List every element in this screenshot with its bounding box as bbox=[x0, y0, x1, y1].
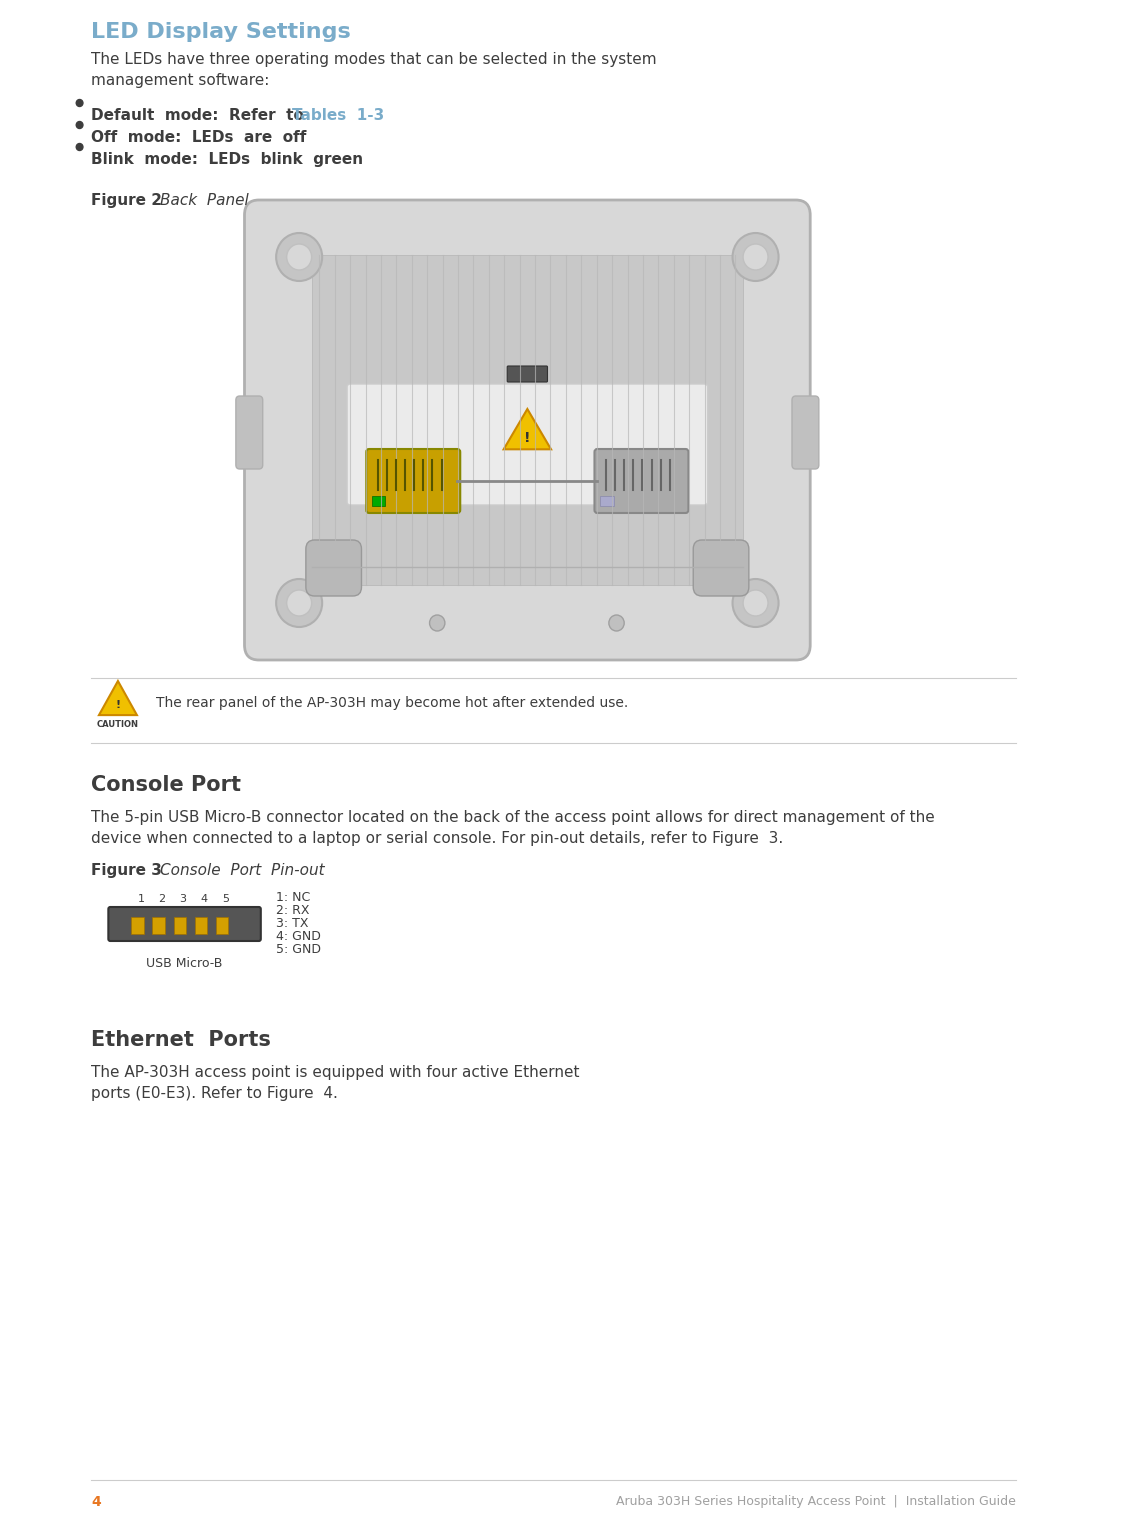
Circle shape bbox=[287, 244, 311, 270]
Text: LED Display Settings: LED Display Settings bbox=[91, 21, 351, 43]
Text: CAUTION: CAUTION bbox=[97, 720, 139, 729]
Text: Figure 3: Figure 3 bbox=[91, 864, 162, 877]
Text: Tables  1-3: Tables 1-3 bbox=[292, 108, 384, 123]
Bar bbox=[216, 917, 228, 934]
FancyBboxPatch shape bbox=[108, 906, 261, 941]
Text: The LEDs have three operating modes that can be selected in the system
managemen: The LEDs have three operating modes that… bbox=[91, 52, 656, 88]
Circle shape bbox=[733, 578, 779, 627]
Bar bbox=[600, 496, 614, 505]
Text: !: ! bbox=[524, 431, 531, 445]
Text: 5: 5 bbox=[221, 894, 229, 905]
Bar bbox=[153, 917, 165, 934]
Text: Aruba 303H Series Hospitality Access Point  |  Installation Guide: Aruba 303H Series Hospitality Access Poi… bbox=[616, 1495, 1016, 1507]
Polygon shape bbox=[99, 682, 137, 715]
FancyBboxPatch shape bbox=[245, 200, 810, 660]
Text: USB Micro-B: USB Micro-B bbox=[146, 956, 223, 970]
Text: Figure 2: Figure 2 bbox=[91, 193, 162, 208]
FancyBboxPatch shape bbox=[595, 449, 688, 513]
FancyBboxPatch shape bbox=[306, 540, 362, 597]
Text: Console Port: Console Port bbox=[91, 776, 241, 795]
Text: Back  Panel: Back Panel bbox=[160, 193, 248, 208]
Bar bbox=[194, 917, 207, 934]
Text: 3: TX: 3: TX bbox=[277, 917, 309, 931]
Text: 4: 4 bbox=[201, 894, 208, 905]
Bar bbox=[173, 917, 185, 934]
Circle shape bbox=[277, 578, 323, 627]
Text: 2: 2 bbox=[158, 894, 165, 905]
Text: 1: 1 bbox=[137, 894, 145, 905]
Bar bbox=[132, 917, 144, 934]
Text: The 5-pin USB Micro-B connector located on the back of the access point allows f: The 5-pin USB Micro-B connector located … bbox=[91, 811, 935, 846]
Text: 2: RX: 2: RX bbox=[277, 905, 309, 917]
Circle shape bbox=[429, 615, 445, 631]
Text: Default  mode:  Refer  to: Default mode: Refer to bbox=[91, 108, 315, 123]
Circle shape bbox=[277, 232, 323, 281]
Text: Off  mode:  LEDs  are  off: Off mode: LEDs are off bbox=[91, 131, 307, 146]
Circle shape bbox=[743, 591, 768, 616]
Text: 3: 3 bbox=[180, 894, 187, 905]
FancyBboxPatch shape bbox=[236, 396, 263, 469]
Text: Console  Port  Pin-out: Console Port Pin-out bbox=[160, 864, 325, 877]
Bar bbox=[311, 255, 743, 584]
Text: Ethernet  Ports: Ethernet Ports bbox=[91, 1031, 271, 1050]
FancyBboxPatch shape bbox=[507, 366, 547, 383]
Bar bbox=[372, 496, 386, 505]
Text: 4: GND: 4: GND bbox=[277, 931, 321, 943]
Polygon shape bbox=[504, 408, 551, 449]
FancyBboxPatch shape bbox=[792, 396, 819, 469]
Circle shape bbox=[609, 615, 624, 631]
Circle shape bbox=[733, 232, 779, 281]
Text: !: ! bbox=[116, 700, 120, 710]
Text: Blink  mode:  LEDs  blink  green: Blink mode: LEDs blink green bbox=[91, 152, 363, 167]
Circle shape bbox=[76, 100, 83, 106]
Text: The AP-303H access point is equipped with four active Ethernet
ports (E0-E3). Re: The AP-303H access point is equipped wit… bbox=[91, 1066, 580, 1101]
FancyBboxPatch shape bbox=[694, 540, 749, 597]
Circle shape bbox=[287, 591, 311, 616]
Text: 4: 4 bbox=[91, 1495, 101, 1509]
FancyBboxPatch shape bbox=[366, 449, 460, 513]
Circle shape bbox=[76, 121, 83, 129]
Text: The rear panel of the AP-303H may become hot after extended use.: The rear panel of the AP-303H may become… bbox=[156, 695, 628, 710]
Circle shape bbox=[743, 244, 768, 270]
Text: 5: GND: 5: GND bbox=[277, 943, 321, 956]
Text: 1: NC: 1: NC bbox=[277, 891, 310, 905]
FancyBboxPatch shape bbox=[347, 384, 708, 505]
Circle shape bbox=[76, 144, 83, 150]
